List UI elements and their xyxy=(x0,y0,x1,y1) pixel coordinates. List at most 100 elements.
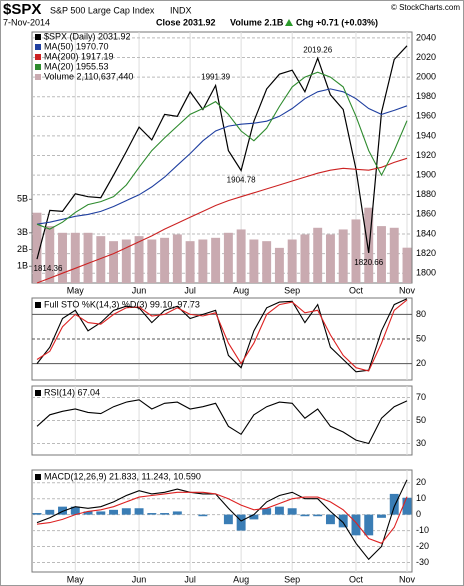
legend-swatch xyxy=(35,34,41,40)
y-tick-label: 1940 xyxy=(416,130,436,140)
y-tick-label: 10 xyxy=(416,493,426,503)
legend-swatch xyxy=(35,54,41,60)
y-tick-label: -10 xyxy=(416,525,429,535)
bar xyxy=(377,514,386,518)
x-tick-label: Aug xyxy=(233,285,249,295)
bar xyxy=(249,239,259,283)
bar xyxy=(32,513,42,515)
bar xyxy=(274,247,284,283)
bar xyxy=(198,239,208,283)
legend-label: MA(20) 1955.53 xyxy=(44,61,109,71)
x-tick-label: Sep xyxy=(284,285,300,295)
x-tick-label: Sep xyxy=(284,574,300,584)
x-tick-label: May xyxy=(67,574,85,584)
subtitle: S&P 500 Large Cap Index xyxy=(50,5,155,15)
y-tick-label: 1880 xyxy=(416,189,436,199)
legend-swatch xyxy=(35,44,41,50)
bar xyxy=(172,234,182,283)
line-series xyxy=(36,45,408,260)
legend-swatch xyxy=(35,302,41,308)
bar xyxy=(121,239,131,283)
bar xyxy=(134,508,144,515)
bar xyxy=(109,509,119,515)
legend-label: Volume 2,110,637,440 xyxy=(44,71,133,81)
bar xyxy=(313,514,323,517)
line-series xyxy=(36,157,408,284)
bar xyxy=(300,234,310,283)
up-arrow xyxy=(285,19,293,26)
y-tick-label: 50 xyxy=(416,415,426,425)
bar xyxy=(223,232,233,283)
bar xyxy=(96,511,106,515)
y-tick-label: 70 xyxy=(416,392,426,402)
bar xyxy=(134,236,144,283)
bar xyxy=(351,219,361,283)
y2-tick-label: 2B xyxy=(17,244,28,254)
y-tick-label: 50 xyxy=(416,333,426,343)
x-tick-label: May xyxy=(67,285,85,295)
bar xyxy=(351,514,361,536)
y2-tick-label: 5B xyxy=(17,194,28,204)
bar xyxy=(364,514,374,536)
annotation: 1814.36 xyxy=(34,264,63,273)
y-tick-label: 2040 xyxy=(416,32,436,42)
y-tick-label: 1960 xyxy=(416,111,436,121)
line-series xyxy=(36,299,408,372)
bar xyxy=(185,241,195,283)
panel-title: RSI(14) 67.04 xyxy=(44,387,100,397)
bar xyxy=(70,232,80,283)
panel xyxy=(31,31,413,284)
y-tick-label: 1900 xyxy=(416,170,436,180)
y-tick-label: 20 xyxy=(416,477,426,487)
bar xyxy=(338,514,348,528)
panel-title: MACD(12,26,9) 21.833, 11.243, 10.590 xyxy=(44,471,201,481)
y-tick-label: 80 xyxy=(416,309,426,319)
legend-label: $SPX (Daily) 2031.92 xyxy=(44,31,131,41)
bar xyxy=(262,241,272,283)
line-series xyxy=(36,399,408,445)
y-tick-label: 1820 xyxy=(416,248,436,258)
bar xyxy=(377,226,386,283)
x-tick-label: Oct xyxy=(349,285,364,295)
bar xyxy=(325,234,335,283)
close: Close 2031.92 xyxy=(156,17,216,27)
annotation: 1991.39 xyxy=(201,73,230,82)
bar xyxy=(58,506,67,515)
symbol: $SPX xyxy=(3,1,41,18)
y-tick-label: 2020 xyxy=(416,52,436,62)
volume: Volume 2.1B xyxy=(230,17,284,27)
bar xyxy=(402,247,412,283)
y-tick-label: 1860 xyxy=(416,209,436,219)
y-tick-label: 1920 xyxy=(416,150,436,160)
bar xyxy=(364,207,374,283)
bar xyxy=(236,229,246,283)
y-tick-label: 20 xyxy=(416,358,426,368)
bar xyxy=(223,514,233,525)
bar xyxy=(121,508,131,515)
x-tick-label: Jul xyxy=(184,574,196,584)
annotation: 1820.66 xyxy=(354,258,383,267)
x-tick-label: Jun xyxy=(132,285,147,295)
bar xyxy=(45,509,55,515)
bar xyxy=(236,514,246,531)
y-tick-label: 1980 xyxy=(416,91,436,101)
bar xyxy=(287,239,297,283)
bar xyxy=(249,514,259,520)
bar xyxy=(198,514,208,517)
bar xyxy=(402,497,412,515)
bar xyxy=(45,226,55,283)
x-tick-label: Jun xyxy=(132,574,147,584)
annotation: 1904.78 xyxy=(227,176,256,185)
change: Chg +0.71 (+0.03%) xyxy=(296,17,378,27)
bar xyxy=(96,236,106,283)
bar xyxy=(83,511,93,515)
y2-tick-label: 1B xyxy=(17,261,28,271)
bar xyxy=(70,506,80,515)
bar xyxy=(389,493,399,515)
y-tick-label: 1840 xyxy=(416,228,436,238)
panel-title: Full STO %K(14,3) %D(3) 99.10, 97.73 xyxy=(44,299,200,309)
bar xyxy=(300,514,310,517)
date: 7-Nov-2014 xyxy=(3,17,50,27)
y-tick-label: 2000 xyxy=(416,71,436,81)
